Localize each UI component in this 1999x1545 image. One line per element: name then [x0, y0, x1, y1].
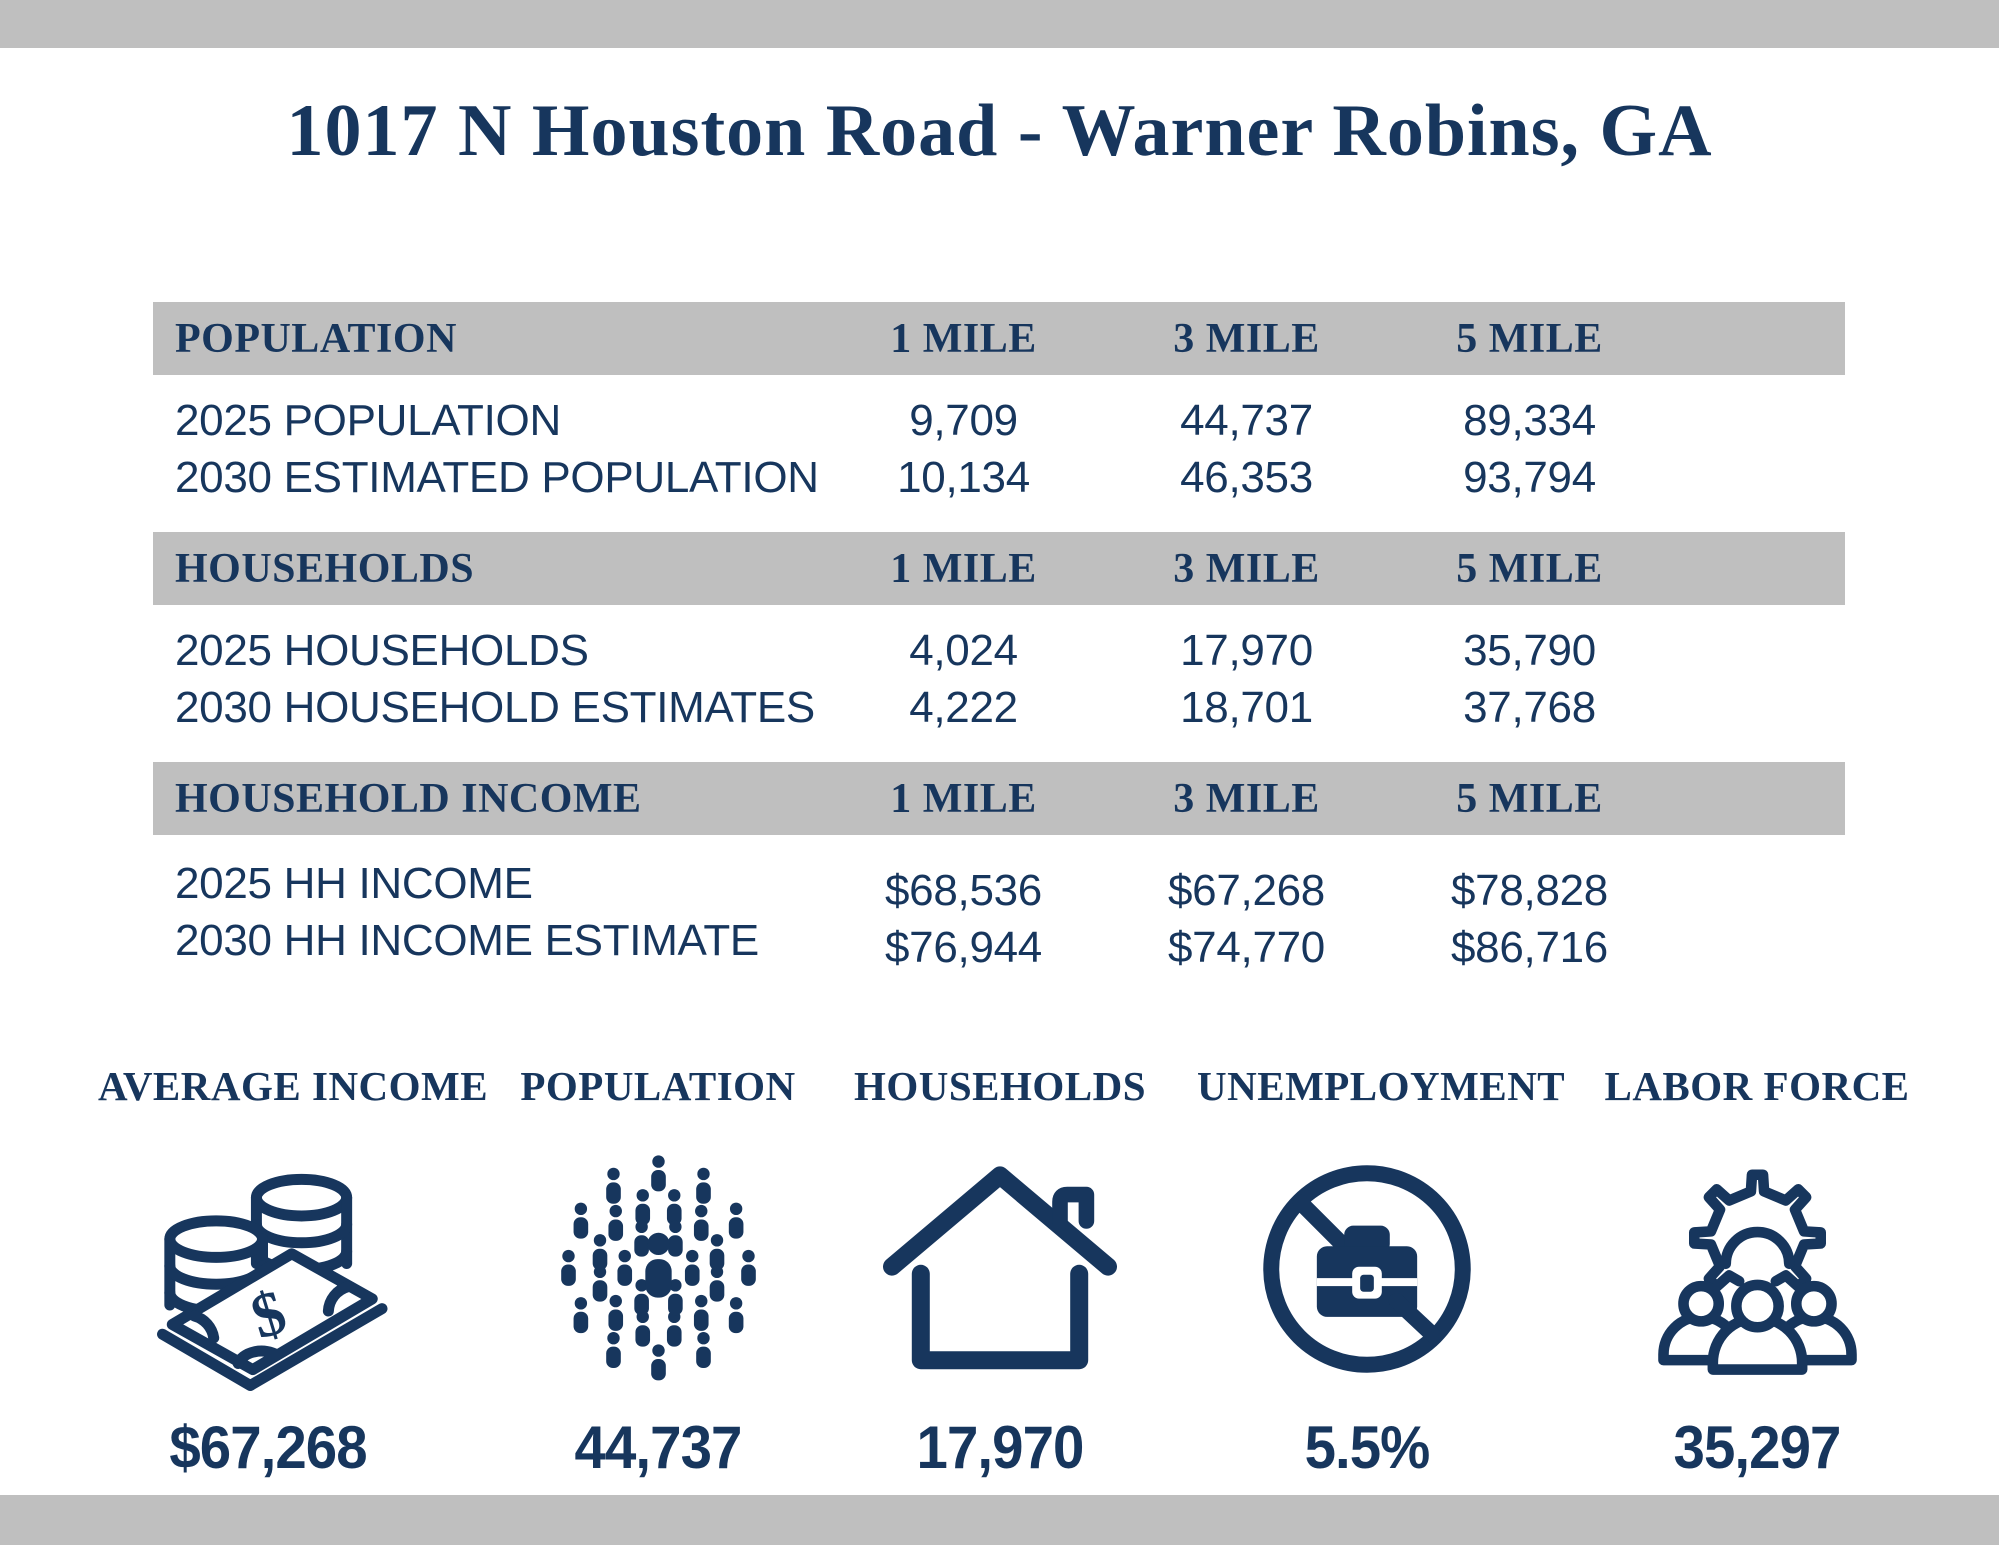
stat-value: 35,297: [1673, 1414, 1842, 1481]
section-population: POPULATION 1 MILE 3 MILE 5 MILE 2025 POP…: [153, 302, 1845, 506]
value-5mile: 93,794: [1463, 452, 1596, 502]
top-divider-bar: [0, 0, 1999, 48]
people-gear-icon: [1587, 1136, 1927, 1401]
stat-label: AVERAGE INCOME: [98, 1063, 489, 1109]
column-header-5mile: 5 MILE: [1456, 775, 1603, 822]
row-label: 2025 HOUSEHOLDS: [175, 625, 589, 675]
stat-households: HOUSEHOLDS 17,970: [830, 1062, 1170, 1482]
value-1mile: 4,222: [909, 682, 1018, 732]
stat-label: UNEMPLOYMENT: [1197, 1063, 1566, 1109]
table-row: 2025 POPULATION 9,709 44,737 89,334: [153, 392, 1845, 449]
no-briefcase-icon: [1197, 1136, 1537, 1401]
demographics-table: POPULATION 1 MILE 3 MILE 5 MILE 2025 POP…: [153, 302, 1845, 992]
stat-value: $67,268: [169, 1414, 367, 1481]
section-title: HOUSEHOLDS: [175, 545, 475, 592]
value-1mile: 4,024: [909, 625, 1018, 675]
row-label: 2025 HH INCOME: [175, 859, 533, 908]
value-1mile: $68,536: [885, 866, 1042, 915]
section-header-row: HOUSEHOLD INCOME 1 MILE 3 MILE 5 MILE: [153, 762, 1845, 835]
value-3mile: 46,353: [1180, 452, 1313, 502]
value-5mile: 35,790: [1463, 625, 1596, 675]
value-1mile: $76,944: [885, 923, 1042, 972]
bottom-divider-bar: [0, 1495, 1999, 1545]
value-5mile: 89,334: [1463, 395, 1596, 445]
value-3mile: $67,268: [1168, 866, 1325, 915]
stat-value: 44,737: [574, 1414, 743, 1481]
column-header-5mile: 5 MILE: [1456, 315, 1603, 362]
table-row: 2030 HH INCOME ESTIMATE $76,944 $74,770 …: [153, 909, 1845, 972]
value-1mile: 10,134: [897, 452, 1030, 502]
column-header-1mile: 1 MILE: [890, 315, 1037, 362]
value-3mile: 18,701: [1180, 682, 1313, 732]
stat-labor-force: LABOR FORCE 35,297: [1587, 1062, 1927, 1482]
page-title: 1017 N Houston Road - Warner Robins, GA: [286, 90, 1713, 172]
stat-label: POPULATION: [520, 1063, 796, 1109]
section-households: HOUSEHOLDS 1 MILE 3 MILE 5 MILE 2025 HOU…: [153, 532, 1845, 736]
stat-value: 5.5%: [1304, 1414, 1431, 1481]
row-label: 2030 HOUSEHOLD ESTIMATES: [175, 682, 815, 732]
table-row: 2025 HOUSEHOLDS 4,024 17,970 35,790: [153, 622, 1845, 679]
table-row: 2030 ESTIMATED POPULATION 10,134 46,353 …: [153, 449, 1845, 506]
column-header-1mile: 1 MILE: [890, 545, 1037, 592]
value-5mile: $78,828: [1451, 866, 1608, 915]
money-coins-icon: $: [98, 1136, 438, 1401]
stat-unemployment: UNEMPLOYMENT 5.5%: [1197, 1062, 1566, 1482]
row-label: 2030 ESTIMATED POPULATION: [175, 452, 819, 502]
value-1mile: 9,709: [909, 395, 1018, 445]
value-3mile: 17,970: [1180, 625, 1313, 675]
column-header-3mile: 3 MILE: [1173, 315, 1320, 362]
stat-label: HOUSEHOLDS: [853, 1063, 1147, 1109]
table-row: 2030 HOUSEHOLD ESTIMATES 4,222 18,701 37…: [153, 679, 1845, 736]
house-icon: [830, 1136, 1170, 1401]
crowd-icon: [488, 1136, 828, 1401]
value-3mile: 44,737: [1180, 395, 1313, 445]
column-header-5mile: 5 MILE: [1456, 545, 1603, 592]
table-row: 2025 HH INCOME $68,536 $67,268 $78,828: [153, 852, 1845, 915]
section-header-row: HOUSEHOLDS 1 MILE 3 MILE 5 MILE: [153, 532, 1845, 605]
column-header-1mile: 1 MILE: [890, 775, 1037, 822]
section-header-row: POPULATION 1 MILE 3 MILE 5 MILE: [153, 302, 1845, 375]
value-5mile: 37,768: [1463, 682, 1596, 732]
stat-average-income: AVERAGE INCOME $ $67,268: [98, 1062, 489, 1482]
stat-label: LABOR FORCE: [1604, 1063, 1910, 1109]
row-label: 2025 POPULATION: [175, 395, 561, 445]
stat-value: 17,970: [916, 1414, 1085, 1481]
section-title: POPULATION: [175, 315, 457, 362]
section-household-income: HOUSEHOLD INCOME 1 MILE 3 MILE 5 MILE 20…: [153, 762, 1845, 972]
section-title: HOUSEHOLD INCOME: [175, 775, 642, 822]
value-5mile: $86,716: [1451, 923, 1608, 972]
column-header-3mile: 3 MILE: [1173, 775, 1320, 822]
row-label: 2030 HH INCOME ESTIMATE: [175, 916, 759, 965]
stat-population: POPULATION: [488, 1062, 828, 1482]
value-3mile: $74,770: [1168, 923, 1325, 972]
column-header-3mile: 3 MILE: [1173, 545, 1320, 592]
